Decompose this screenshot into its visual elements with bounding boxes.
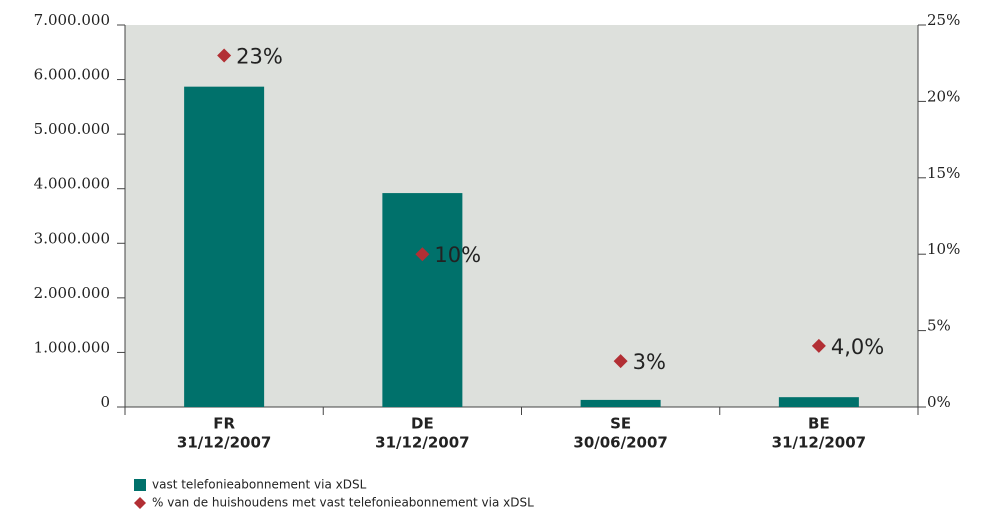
value-label: 4,0% bbox=[831, 335, 884, 359]
y-tick-label: 0 bbox=[100, 393, 110, 411]
bar bbox=[580, 399, 661, 407]
x-tick-label: SE bbox=[610, 415, 631, 433]
x-tick-sublabel: 30/06/2007 bbox=[573, 434, 667, 452]
y2-tick-label: 0% bbox=[927, 393, 951, 411]
value-label: 10% bbox=[434, 243, 481, 267]
bar bbox=[382, 193, 463, 407]
y2-tick-label: 20% bbox=[927, 87, 960, 105]
y-tick-label: 7.000.000 bbox=[34, 11, 110, 29]
legend-swatch bbox=[134, 497, 146, 509]
y2-tick-label: 15% bbox=[927, 164, 960, 182]
y-tick-label: 3.000.000 bbox=[34, 229, 110, 247]
x-tick-sublabel: 31/12/2007 bbox=[177, 434, 271, 452]
bar bbox=[184, 86, 265, 407]
y-tick-label: 2.000.000 bbox=[34, 284, 110, 302]
value-label: 23% bbox=[236, 45, 283, 69]
y2-tick-label: 25% bbox=[927, 11, 960, 29]
x-tick-label: BE bbox=[808, 415, 830, 433]
x-tick-label: DE bbox=[411, 415, 434, 433]
y-tick-label: 6.000.000 bbox=[34, 66, 110, 84]
x-tick-label: FR bbox=[213, 415, 235, 433]
marker bbox=[613, 354, 628, 369]
legend-label: % van de huishoudens met vast telefoniea… bbox=[152, 496, 534, 510]
y-tick-label: 4.000.000 bbox=[34, 175, 110, 193]
y-tick-label: 5.000.000 bbox=[34, 120, 110, 138]
x-tick-sublabel: 31/12/2007 bbox=[772, 434, 866, 452]
legend-label: vast telefonieabonnement via xDSL bbox=[152, 478, 367, 492]
marker bbox=[811, 338, 826, 353]
y2-tick-label: 10% bbox=[927, 240, 960, 258]
bar bbox=[778, 397, 859, 407]
marker bbox=[217, 48, 232, 63]
marker bbox=[415, 247, 430, 262]
y-tick-label: 1.000.000 bbox=[34, 338, 110, 356]
value-label: 3% bbox=[633, 350, 666, 374]
legend-swatch bbox=[134, 479, 146, 491]
x-tick-sublabel: 31/12/2007 bbox=[375, 434, 469, 452]
y2-tick-label: 5% bbox=[927, 317, 951, 335]
